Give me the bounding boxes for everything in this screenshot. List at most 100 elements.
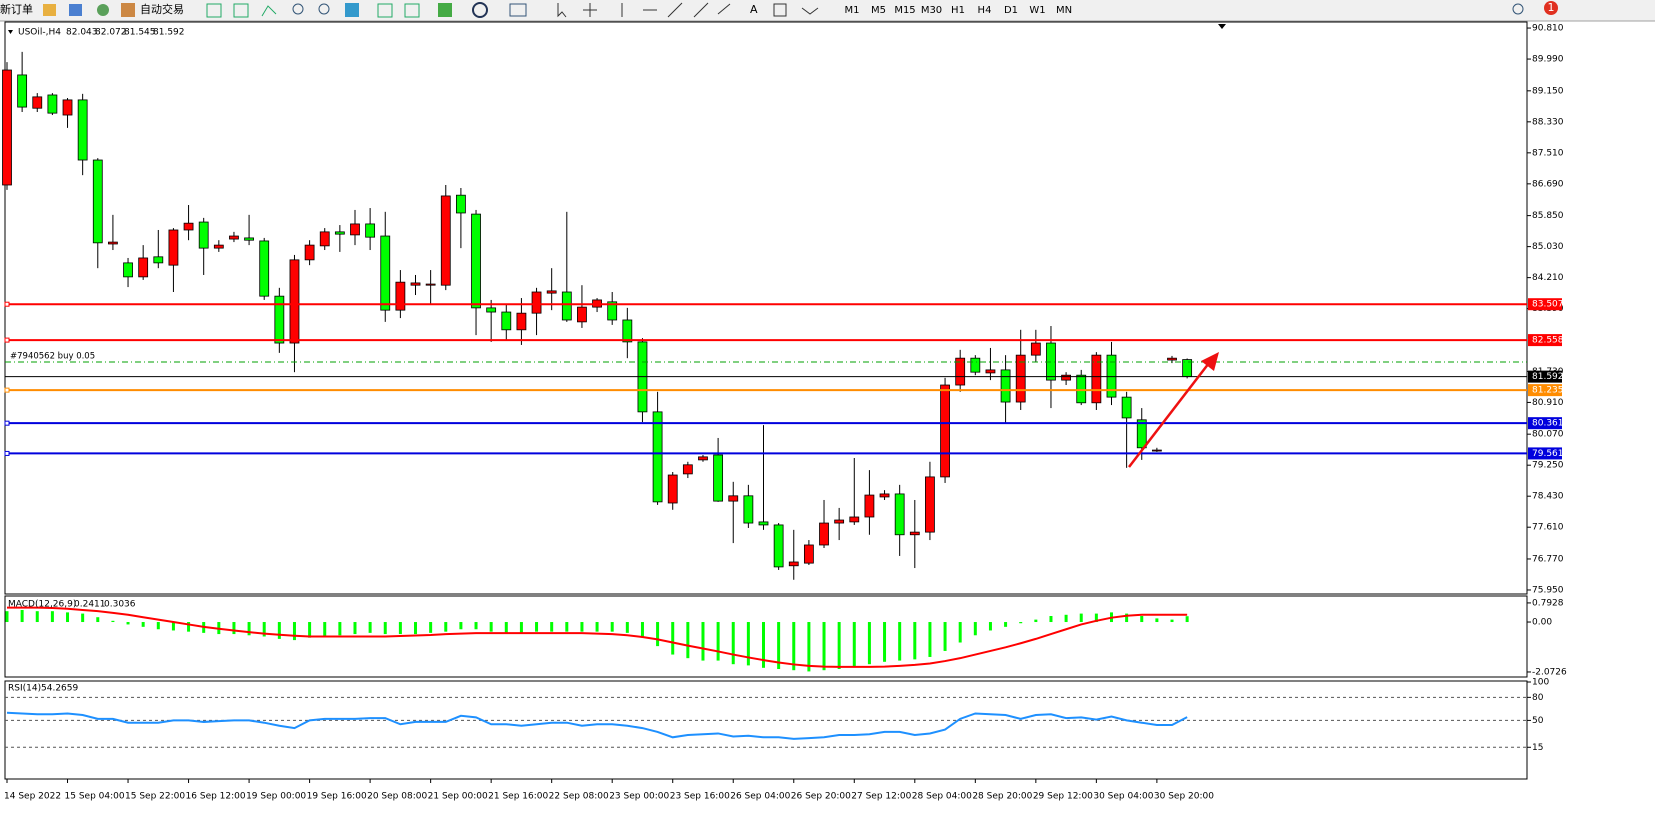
arrow-head	[1201, 352, 1219, 371]
timeframe-button[interactable]: H4	[978, 5, 992, 16]
rsi-panel	[4, 680, 1528, 780]
icon[interactable]	[261, 5, 277, 17]
icon[interactable]: A	[750, 3, 758, 16]
tool-icons: A	[206, 2, 819, 18]
icon[interactable]	[206, 3, 222, 18]
macd-bar	[958, 622, 962, 643]
search-icon[interactable]	[1512, 3, 1524, 15]
candle-body	[728, 495, 739, 502]
level-price: 79.561	[1532, 449, 1564, 459]
auto-trading-button[interactable]: 自动交易	[140, 2, 184, 16]
icon[interactable]	[801, 7, 819, 15]
icon[interactable]	[773, 3, 787, 17]
new-order-button[interactable]: 新订单	[0, 2, 33, 16]
macd-bar	[519, 622, 523, 633]
current-price-box	[1528, 370, 1562, 383]
x-tick-label: 23 Sep 00:00	[609, 792, 669, 802]
icon[interactable]	[472, 2, 488, 18]
macd-bar	[20, 609, 24, 623]
icon[interactable]	[438, 3, 452, 17]
timeframe-button[interactable]: D1	[1004, 5, 1018, 16]
icon[interactable]	[621, 2, 731, 18]
timeframe-button[interactable]: H1	[951, 5, 965, 16]
macd-bar	[913, 622, 917, 660]
y-tick-label: 77.610	[1532, 523, 1564, 533]
candle-body	[244, 237, 254, 241]
icon[interactable]	[69, 4, 82, 16]
level-handle	[4, 450, 10, 456]
macd-bar	[489, 622, 493, 632]
candle-body	[531, 291, 542, 314]
candle-body	[32, 96, 43, 109]
x-tick-label: 19 Sep 00:00	[246, 792, 306, 802]
macd-bar	[898, 622, 902, 661]
y-tick-label: 100	[1532, 678, 1549, 688]
macd-bar	[867, 622, 871, 665]
candle-body	[607, 301, 618, 321]
timeframe-button[interactable]: W1	[1029, 5, 1045, 16]
macd-bar	[1155, 618, 1159, 623]
icon[interactable]	[583, 3, 597, 17]
candle-body	[970, 357, 981, 373]
icon[interactable]	[345, 3, 359, 17]
macd-bar	[1125, 613, 1129, 623]
level-price-box	[1528, 334, 1562, 347]
timeframe-button[interactable]: M5	[871, 5, 886, 16]
icon[interactable]	[318, 3, 330, 15]
candle-body	[410, 282, 421, 286]
candle-body	[77, 99, 88, 161]
alerts-badge[interactable]	[1544, 1, 1558, 15]
macd-bar	[66, 612, 70, 623]
candle-body	[334, 231, 345, 235]
macd-bar	[141, 622, 145, 627]
candle-body	[471, 213, 481, 309]
y-tick-label: -2.0726	[1532, 667, 1567, 677]
candle-body	[138, 257, 149, 278]
candle-body	[380, 235, 391, 311]
level-price-box	[1528, 384, 1562, 397]
candle-body	[577, 306, 587, 323]
macd-bar	[988, 622, 992, 631]
timeframe-button[interactable]: M1	[845, 5, 860, 16]
macd-bar	[625, 622, 629, 633]
macd-bar	[1049, 616, 1053, 623]
signal-line	[7, 606, 1188, 668]
candle-body	[2, 69, 12, 186]
toolbar-bg	[0, 0, 1655, 21]
macd-bar	[96, 617, 100, 623]
macd-bar	[308, 622, 312, 638]
icon[interactable]	[377, 3, 393, 18]
y-tick-label: 85.030	[1532, 242, 1564, 252]
macd-bar	[444, 622, 448, 632]
icon[interactable]	[121, 3, 135, 17]
candle-body	[229, 235, 239, 240]
macd-bar	[640, 622, 644, 638]
x-tick-label: 21 Sep 16:00	[488, 792, 548, 802]
candle-body	[985, 369, 996, 374]
x-tick-label: 26 Sep 04:00	[730, 792, 790, 802]
candle-body	[440, 195, 451, 286]
icon[interactable]	[557, 3, 567, 18]
macd-bar	[580, 622, 584, 632]
macd-bar	[1004, 622, 1008, 627]
y-tick-label: 88.330	[1532, 117, 1564, 127]
arrow-shaft	[1128, 362, 1210, 468]
icon[interactable]	[292, 3, 304, 15]
x-tick-label: 28 Sep 04:00	[912, 792, 972, 802]
icon[interactable]	[233, 3, 249, 18]
timeframe-button[interactable]: MN	[1056, 5, 1072, 16]
icon[interactable]	[43, 4, 56, 16]
macd-bar	[126, 622, 130, 625]
icon[interactable]	[404, 3, 420, 18]
timeframe-button[interactable]: M30	[921, 5, 942, 16]
icon[interactable]	[509, 3, 527, 17]
candle-body	[198, 221, 209, 249]
icon[interactable]	[97, 4, 109, 16]
candle-body	[289, 259, 300, 344]
symbol-title: USOil-,H4	[18, 28, 61, 38]
timeframe-button[interactable]: M15	[894, 5, 915, 16]
plots: 90.810 89.990 89.150 88.330 87.510 86.690 85.8…	[2, 24, 1567, 802]
level-price: 81.235	[1532, 386, 1564, 396]
macd-bar	[50, 611, 54, 623]
candle-body	[864, 494, 875, 518]
